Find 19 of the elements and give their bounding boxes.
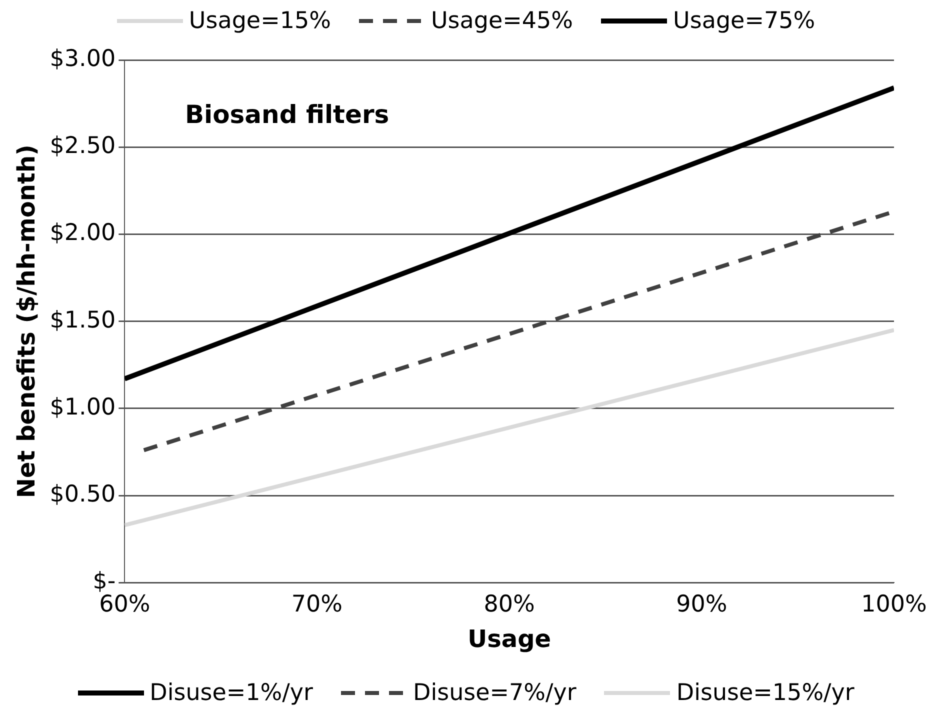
y-tick-label: $2.00	[50, 220, 116, 246]
x-axis-title: Usage	[468, 624, 552, 653]
y-tick-label: $1.50	[50, 307, 116, 334]
y-tick-label: $1.00	[50, 394, 116, 420]
text: Disuse=15%/yr	[676, 680, 854, 706]
text: Disuse=1%/yr	[150, 680, 313, 706]
text: Disuse=7%/yr	[412, 680, 576, 706]
legend-label: Usage=45%	[430, 8, 574, 34]
y-tick-label: $3.00	[50, 46, 116, 72]
legend-label: Usage=75%	[673, 8, 816, 34]
annotation: Biosand filters	[185, 100, 390, 129]
x-tick-label: 90%	[676, 591, 728, 618]
x-tick-label: 100%	[861, 591, 927, 618]
x-tick-label: 70%	[291, 591, 343, 618]
legend-label: Usage=15%	[188, 8, 331, 34]
y-axis-title: Net benefits ($/hh-month)	[12, 144, 41, 498]
y-tick-label: $2.50	[50, 133, 116, 160]
x-tick-label: 80%	[484, 591, 535, 618]
y-tick-label: $0.50	[50, 481, 116, 508]
